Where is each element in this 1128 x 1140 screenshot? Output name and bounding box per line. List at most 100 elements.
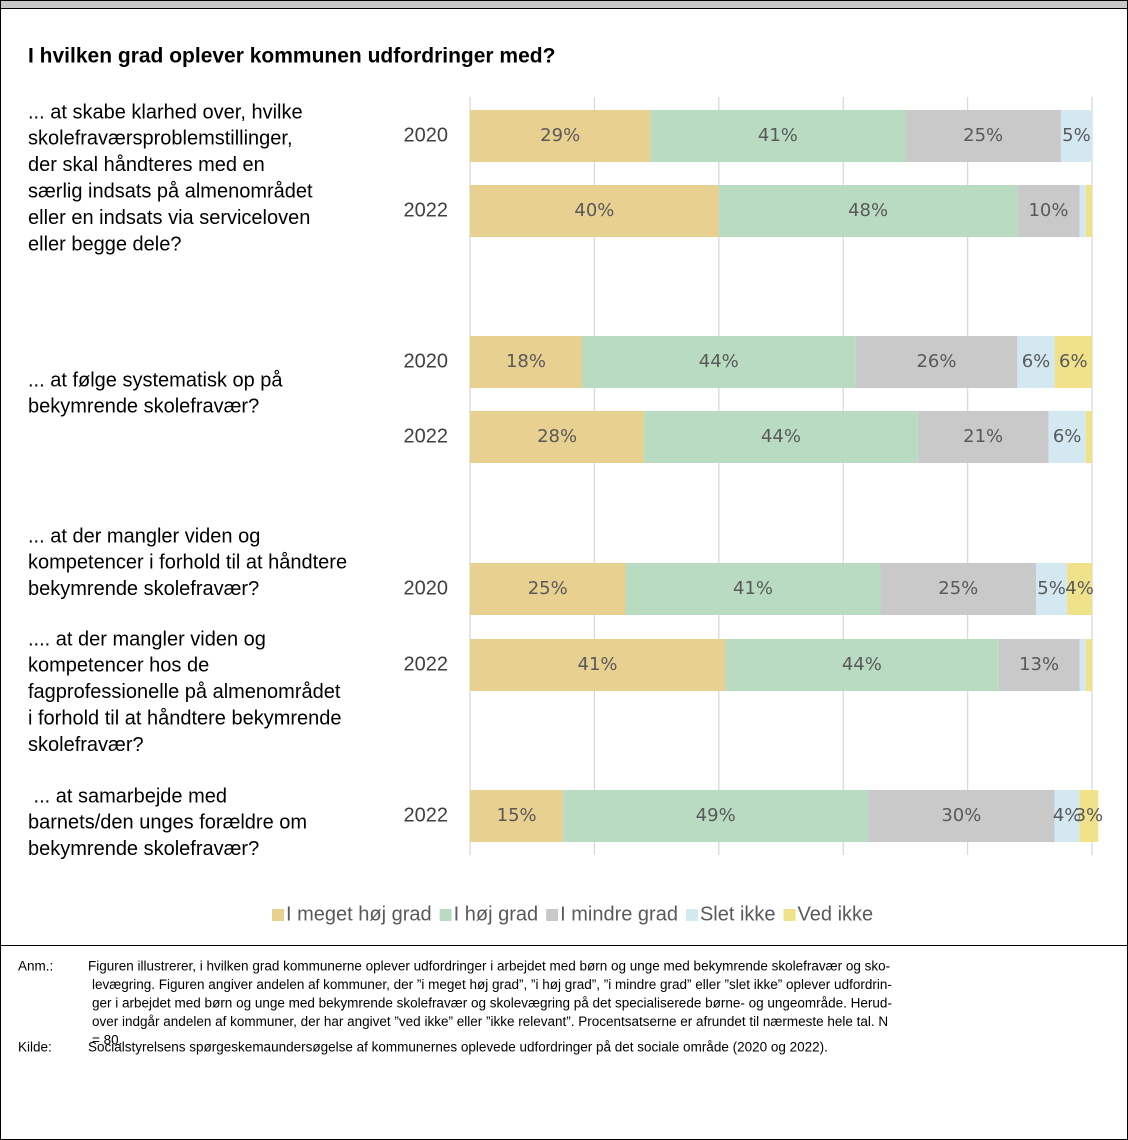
note-text: ger i arbejdet med børn og unge med beky… xyxy=(92,996,892,1011)
value-label: 6% xyxy=(1059,351,1088,372)
bar-segment xyxy=(650,110,906,162)
legend-swatch xyxy=(439,909,452,921)
value-label: 41% xyxy=(758,125,798,146)
question-label: eller begge dele? xyxy=(28,233,181,255)
bar-segment xyxy=(625,563,881,615)
note-text: Socialstyrelsens spørgeskemaundersøgelse… xyxy=(88,1040,828,1055)
bar-segment xyxy=(725,639,999,691)
value-label: 10% xyxy=(1028,200,1068,221)
question-label: skolefraværsproblemstillinger, xyxy=(28,128,293,150)
legend-label: I mindre grad xyxy=(560,903,678,925)
question-label: i forhold til at håndtere bekymrende xyxy=(28,707,342,729)
value-label: 15% xyxy=(497,805,537,826)
year-label: 2022 xyxy=(404,804,449,826)
question-label: bekymrende skolefravær? xyxy=(28,396,259,418)
note-label: Kilde: xyxy=(18,1040,52,1055)
note-text: levægring. Figuren angiver andelen af ko… xyxy=(92,977,892,992)
bar-segment xyxy=(470,336,582,388)
value-label: 28% xyxy=(537,426,577,447)
legend-swatch xyxy=(685,909,698,921)
question-label: .... at der mangler viden og xyxy=(28,628,266,650)
note-text: Figuren illustrerer, i hvilken grad komm… xyxy=(88,959,890,974)
question-label: eller en indsats via serviceloven xyxy=(28,207,310,229)
legend-label: Slet ikke xyxy=(700,903,776,925)
value-label: 44% xyxy=(842,654,882,675)
legend-swatch xyxy=(272,909,284,921)
bar-segment xyxy=(1054,336,1092,388)
value-label: 3% xyxy=(1075,805,1104,826)
question-label: bekymrende skolefravær? xyxy=(28,838,259,860)
value-label: 13% xyxy=(1019,654,1059,675)
legend-label: I høj grad xyxy=(454,903,538,925)
bar-segment xyxy=(470,639,726,691)
value-label: 49% xyxy=(696,805,736,826)
year-label: 2020 xyxy=(404,124,449,146)
bar-segment xyxy=(563,790,869,842)
note-text: = 80. xyxy=(92,1033,122,1048)
value-label: 40% xyxy=(574,200,614,221)
question-label: fagprofessionelle på almenområdet xyxy=(28,681,341,703)
value-label: 44% xyxy=(699,351,739,372)
bar-segment xyxy=(1017,336,1055,388)
question-label: der skal håndteres med en xyxy=(28,154,265,176)
legend-swatch xyxy=(783,909,796,921)
question-label: særlig indsats på almenområdet xyxy=(28,180,313,202)
bar-segment xyxy=(581,336,856,388)
bar-segment xyxy=(1079,639,1086,691)
value-label: 21% xyxy=(963,426,1003,447)
question-label: bekymrende skolefravær? xyxy=(28,578,259,600)
bar-segment xyxy=(855,336,1018,388)
year-label: 2022 xyxy=(404,199,449,221)
question-label: kompetencer hos de xyxy=(28,655,209,677)
bar-segment xyxy=(868,790,1055,842)
year-label: 2022 xyxy=(404,653,449,675)
value-label: 26% xyxy=(916,351,956,372)
bar-segment xyxy=(917,411,1049,463)
value-label: 6% xyxy=(1053,426,1082,447)
bar-segment xyxy=(470,110,651,162)
bar-segment xyxy=(1036,563,1068,615)
value-label: 5% xyxy=(1037,578,1066,599)
bar-segment xyxy=(1085,639,1092,691)
bar-segment xyxy=(1054,790,1080,842)
question-label: ... at der mangler viden og xyxy=(28,525,260,547)
bar-segment xyxy=(1085,185,1092,237)
bar-segment xyxy=(1067,563,1092,615)
bar-segment xyxy=(1017,185,1080,237)
bar-segment xyxy=(1060,110,1092,162)
question-label: ... at samarbejde med xyxy=(28,785,227,807)
bar-segment xyxy=(998,639,1080,691)
value-label: 25% xyxy=(963,125,1003,146)
value-label: 29% xyxy=(540,125,580,146)
year-label: 2020 xyxy=(404,350,449,372)
value-label: 41% xyxy=(733,578,773,599)
legend-label: I meget høj grad xyxy=(286,903,432,925)
note-text: over indgår andelen af kommuner, der har… xyxy=(92,1014,888,1029)
value-label: 6% xyxy=(1022,351,1051,372)
bar-segment xyxy=(470,185,719,237)
question-label: barnets/den unges forældre om xyxy=(28,812,307,834)
bar-segment xyxy=(880,563,1037,615)
question-label: kompetencer i forhold til at håndtere xyxy=(28,552,347,574)
bar-segment xyxy=(470,790,564,842)
question-label: ... at skabe klarhed over, hvilke xyxy=(28,101,303,123)
bar-segment xyxy=(470,411,645,463)
bar-segment xyxy=(644,411,918,463)
value-label: 4% xyxy=(1065,578,1094,599)
value-label: 5% xyxy=(1062,125,1091,146)
chart-title: I hvilken grad oplever kommunen udfordri… xyxy=(28,45,555,68)
bar-segment xyxy=(1079,790,1099,842)
bar-segment xyxy=(1048,411,1086,463)
value-label: 30% xyxy=(941,805,981,826)
bar-segment xyxy=(1085,411,1092,463)
top-band xyxy=(0,0,1128,9)
question-label: skolefravær? xyxy=(28,734,144,756)
year-label: 2020 xyxy=(404,577,449,599)
question-label: ... at følge systematisk op på xyxy=(28,369,283,391)
legend-label: Ved ikke xyxy=(798,903,874,925)
value-label: 25% xyxy=(938,578,978,599)
value-label: 48% xyxy=(848,200,888,221)
note-label: Anm.: xyxy=(18,959,53,974)
bar-segment xyxy=(470,563,626,615)
